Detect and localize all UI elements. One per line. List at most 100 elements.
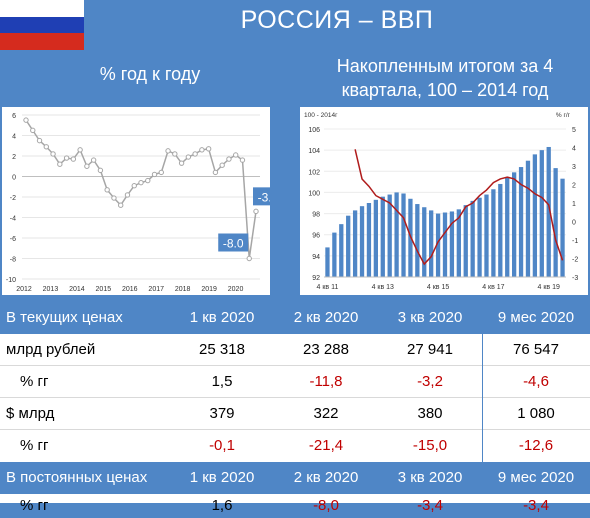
bar: [380, 196, 385, 277]
bar: [346, 215, 351, 277]
row-label: % гг: [20, 497, 49, 514]
bar: [401, 193, 406, 277]
header-cell: 9 мес 2020: [497, 469, 575, 486]
table-header-constant: В постоянных ценах 1 кв 2020 2 кв 2020 3…: [0, 462, 590, 494]
data-point: [104, 187, 110, 193]
header-cell: 1 кв 2020: [189, 469, 255, 486]
data-point: [77, 147, 83, 153]
y-left-tick-label: 106: [308, 127, 320, 134]
table-header-current: В текущих ценах 1 кв 2020 2 кв 2020 3 кв…: [0, 302, 590, 334]
y-tick-label: -2: [10, 195, 16, 202]
row-divider: [0, 365, 590, 366]
y-tick-label: 4: [12, 134, 16, 141]
y-tick-label: -6: [10, 236, 16, 243]
table-row: млрд рублей 25 318 23 288 27 941 76 547: [0, 334, 590, 366]
table-cell: 322: [313, 405, 339, 422]
bar: [373, 199, 379, 277]
bar: [546, 146, 551, 277]
x-tick-label: 2014: [69, 286, 85, 293]
data-point: [50, 151, 56, 157]
x-tick-label: 2016: [122, 286, 138, 293]
bar: [332, 232, 337, 277]
x-tick-label: 4 кв 13: [372, 284, 394, 291]
cumulative-bar-chart: 100 - 2014г % г/г 106 104 102 100 98 96 94 92 5 4 3 2…: [304, 112, 578, 291]
bar: [429, 210, 434, 277]
y-left-tick-label: 104: [308, 148, 320, 155]
x-tick-label: 2013: [43, 286, 59, 293]
table-cell: 76 547: [513, 341, 559, 358]
data-point: [158, 169, 164, 176]
y-tick-label: -8: [10, 257, 16, 264]
bar: [435, 213, 441, 277]
x-tick-label: 4 кв 15: [427, 284, 449, 291]
y-left-tick-label: 92: [312, 275, 320, 282]
bar: [449, 211, 455, 277]
annotation-label: -3.4: [258, 190, 270, 204]
bar: [539, 150, 544, 277]
y-tick-label: -10: [6, 277, 16, 284]
x-tick-label: 2017: [148, 286, 164, 293]
y-left-tick-label: 98: [312, 212, 320, 219]
header-cell: 2 кв 2020: [293, 309, 359, 326]
data-point: [84, 163, 90, 169]
data-point: [192, 151, 198, 157]
bar: [484, 194, 489, 277]
gdp-table: В текущих ценах 1 кв 2020 2 кв 2020 3 кв…: [0, 302, 590, 514]
bar: [394, 192, 399, 277]
bar: [339, 224, 344, 277]
table-cell: -21,4: [308, 437, 344, 454]
bar: [352, 210, 358, 277]
data-point: [226, 156, 232, 162]
header-cell: 3 кв 2020: [397, 309, 463, 326]
bar: [511, 172, 517, 277]
right-axis-label: % г/г: [556, 112, 571, 119]
column-divider: [482, 334, 483, 462]
y-tick-label: 2: [12, 154, 16, 161]
table-cell: -3,2: [417, 373, 443, 390]
data-point: [239, 157, 246, 163]
y-right-tick-label: 4: [572, 146, 576, 153]
data-point: [138, 179, 144, 186]
x-tick-label: 2019: [201, 286, 217, 293]
page-title: РОССИЯ – ВВП: [240, 6, 434, 34]
table-row: % гг 1,6 -8,0 -3,4 -3,4: [0, 494, 590, 514]
table-cell: 27 941: [407, 341, 453, 358]
table-row: $ млрд 379 322 380 1 080: [0, 398, 590, 430]
y-right-tick-label: 5: [572, 127, 576, 134]
table-cell: -3,4: [417, 497, 443, 514]
bar: [387, 194, 392, 277]
data-point: [219, 162, 225, 168]
data-point: [178, 160, 185, 166]
bar: [456, 209, 461, 277]
bar: [463, 205, 468, 277]
row-divider: [0, 397, 590, 398]
x-tick-label: 2018: [175, 286, 191, 293]
row-label: % гг: [20, 373, 49, 390]
y-right-tick-label: 0: [572, 220, 576, 227]
x-tick-label: 2020: [228, 286, 244, 293]
data-point: [124, 192, 131, 198]
data-point: [151, 171, 158, 178]
header-cell: 9 мес 2020: [497, 309, 575, 326]
table-cell: 23 288: [303, 341, 349, 358]
y-tick-label: -4: [10, 216, 16, 223]
right-subtitle-line-1: Накопленным итогом за 4: [336, 56, 554, 76]
bar: [470, 200, 475, 277]
x-tick-label: 4 кв 19: [538, 284, 560, 291]
y-right-tick-label: 1: [572, 201, 576, 208]
bar: [366, 203, 372, 277]
data-point: [23, 117, 29, 123]
header-cell: В текущих ценах: [6, 309, 123, 326]
annotation-box: [253, 187, 270, 206]
data-point: [118, 202, 124, 208]
data-point: [212, 169, 219, 176]
y-left-tick-label: 102: [308, 169, 320, 176]
bar: [422, 207, 427, 277]
data-point: [97, 167, 104, 174]
table-cell: -8,0: [313, 497, 339, 514]
y-right-tick-label: -2: [572, 257, 578, 264]
header-cell: 1 кв 2020: [189, 309, 255, 326]
bar: [498, 183, 503, 277]
table-cell: -4,6: [523, 373, 549, 390]
